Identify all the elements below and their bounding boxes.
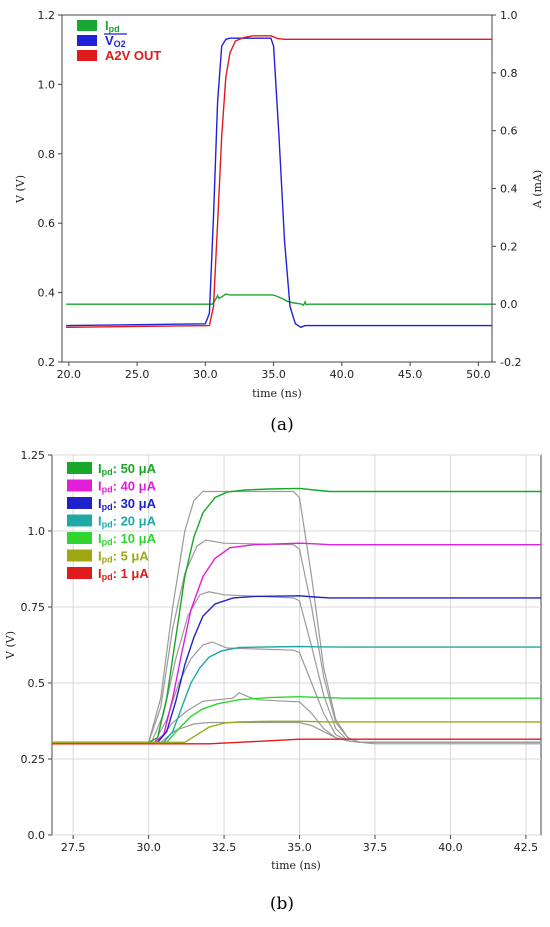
chart-b-xtick-label: 42.5 xyxy=(514,841,539,854)
chart-b-legend-swatch xyxy=(67,549,92,562)
chart-b-plot-frame xyxy=(51,454,542,836)
chart-b-xtick-label: 35.0 xyxy=(287,841,312,854)
chart-a-ytick-right-label: 0.6 xyxy=(500,125,518,138)
chart-a-xtick-label: 40.0 xyxy=(330,368,355,381)
chart-a-ytick-label: 0.2 xyxy=(38,356,56,369)
chart-b-legend-swatch xyxy=(67,479,92,492)
chart-b-overlay-curves xyxy=(52,490,541,745)
chart-a-series-line-1 xyxy=(66,37,492,329)
chart-a-ytick-right-label: 1.0 xyxy=(500,9,518,22)
chart-b-overlay-line-2 xyxy=(52,591,541,743)
chart-a-axes: 20.0 25.0 30.0 35.0 40.0 45.0 50.0 0.2 0.4 0.6 0.8… xyxy=(38,9,522,381)
chart-a-ytick-right-label: 0.0 xyxy=(500,298,518,311)
chart-b-legend-label: Ipd: 50 μA xyxy=(98,461,157,477)
chart-b-series-line-3 xyxy=(52,645,541,743)
chart-b-xtick-label: 40.0 xyxy=(438,841,463,854)
chart-b-series-line-4 xyxy=(52,695,541,743)
chart-b-series-line-0 xyxy=(52,487,541,743)
chart-a-xtick-label: 20.0 xyxy=(57,368,82,381)
chart-b-legend-swatch xyxy=(67,567,92,579)
chart-b-series-line-6 xyxy=(52,738,541,745)
chart-a-ylabel-right: A (mA) xyxy=(531,170,544,209)
chart-a-ytick-right-label: -0.2 xyxy=(500,356,521,369)
chart-a-ytick-label: 0.6 xyxy=(38,217,56,230)
chart-b-xtick-label: 37.5 xyxy=(363,841,388,854)
chart-b-legend-swatch xyxy=(67,532,92,544)
chart-b: 27.5 30.0 32.5 35.0 37.5 40.0 42.5 0.0 0.25 0.5 0.… xyxy=(4,449,542,914)
chart-b-legend-label: Ipd: 10 μA xyxy=(98,531,157,547)
chart-b-ytick-label: 1.0 xyxy=(28,525,46,538)
chart-a-ytick-label: 1.2 xyxy=(38,9,56,22)
chart-b-series-line-2 xyxy=(52,595,541,743)
chart-b-overlay-line-4 xyxy=(52,691,541,743)
chart-a-xtick-label: 30.0 xyxy=(193,368,218,381)
chart-b-ytick-label: 1.25 xyxy=(21,449,46,462)
chart-b-xtick-label: 27.5 xyxy=(61,841,86,854)
chart-b-legend-label: Ipd: 40 μA xyxy=(98,479,157,495)
chart-a-xlabel: time (ns) xyxy=(252,387,302,400)
chart-b-legend-swatch xyxy=(67,497,92,509)
chart-b-ytick-label: 0.25 xyxy=(21,753,46,766)
chart-a: 20.0 25.0 30.0 35.0 40.0 45.0 50.0 0.2 0.4 0.6 0.8… xyxy=(14,9,544,435)
chart-b-legend-label: Ipd: 20 μA xyxy=(98,514,157,530)
chart-b-ytick-label: 0.5 xyxy=(28,677,46,690)
chart-b-series-line-5 xyxy=(52,720,541,743)
chart-a-ytick-label: 0.4 xyxy=(38,287,56,300)
chart-a-ytick-right-label: 0.2 xyxy=(500,240,518,253)
chart-a-ylabel: V (V) xyxy=(14,175,27,204)
chart-a-xtick-label: 45.0 xyxy=(398,368,423,381)
chart-a-ytick-label: 1.0 xyxy=(38,78,56,91)
chart-b-xtick-label: 32.5 xyxy=(212,841,237,854)
chart-b-overlay-line-3 xyxy=(52,641,541,743)
chart-a-legend-swatch xyxy=(77,50,97,61)
chart-a-xtick-label: 50.0 xyxy=(466,368,491,381)
chart-a-ytick-right-label: 0.8 xyxy=(500,67,518,80)
chart-b-legend-label: Ipd: 1 μA xyxy=(98,566,149,582)
chart-a-legend-label: Ipd xyxy=(105,18,120,34)
chart-b-xlabel: time (ns) xyxy=(271,859,321,872)
chart-a-series xyxy=(66,35,492,329)
chart-b-ytick-label: 0.0 xyxy=(28,829,46,842)
chart-a-caption: (a) xyxy=(270,415,293,435)
chart-b-xtick-label: 30.0 xyxy=(136,841,161,854)
chart-a-legend-swatch xyxy=(77,35,97,46)
chart-a-ytick-right-label: 0.4 xyxy=(500,183,518,196)
chart-a-plot-frame xyxy=(61,14,493,363)
chart-b-series xyxy=(52,487,541,745)
chart-a-xtick-label: 35.0 xyxy=(261,368,286,381)
chart-a-legend-swatch xyxy=(77,20,97,31)
chart-a-ytick-label: 0.8 xyxy=(38,148,56,161)
chart-b-axes: 27.5 30.0 32.5 35.0 37.5 40.0 42.5 0.0 0.25 0.5 0.… xyxy=(21,449,539,854)
chart-b-legend-swatch xyxy=(67,514,92,527)
chart-a-series-line-0 xyxy=(66,293,492,307)
chart-b-legend-swatch xyxy=(67,462,92,474)
chart-a-series-line-2 xyxy=(66,35,492,328)
chart-b-overlay-line-0 xyxy=(52,490,541,745)
chart-a-xtick-label: 25.0 xyxy=(125,368,150,381)
chart-b-overlay-line-5 xyxy=(52,721,541,743)
chart-b-series-line-1 xyxy=(52,542,541,743)
chart-b-legend-label: Ipd: 30 μA xyxy=(98,496,157,512)
chart-a-legend-label: VO2 xyxy=(105,33,126,49)
chart-b-caption: (b) xyxy=(270,894,294,914)
chart-b-legend-label: Ipd: 5 μA xyxy=(98,549,149,565)
chart-b-ytick-label: 0.75 xyxy=(21,601,46,614)
chart-b-grid xyxy=(52,454,541,836)
chart-b-ylabel: V (V) xyxy=(4,631,17,660)
chart-a-legend-label: A2V OUT xyxy=(105,48,161,63)
